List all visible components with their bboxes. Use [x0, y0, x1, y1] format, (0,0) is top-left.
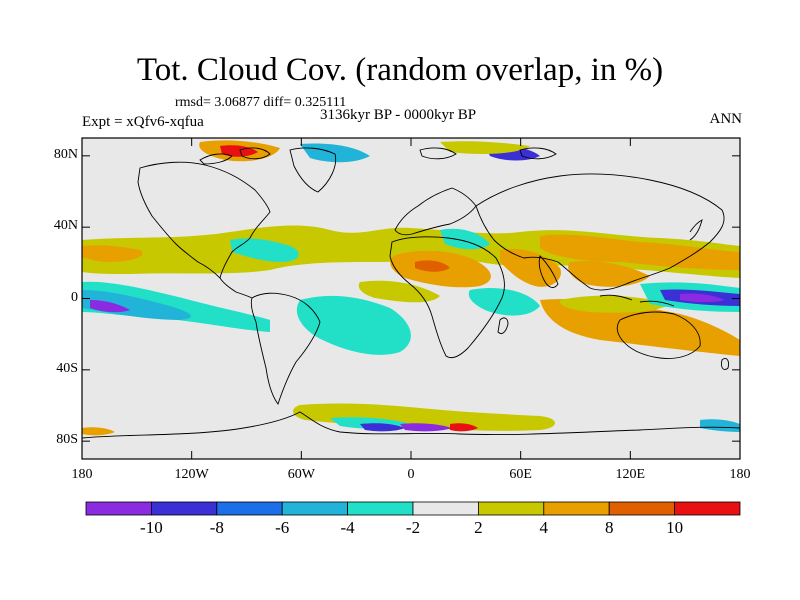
- experiment-label: Expt = xQfv6-xqfua: [82, 114, 204, 130]
- coastline-indonesia: [599, 294, 675, 307]
- colorbar-swatch: [216, 501, 283, 516]
- lon-label: 120E: [615, 467, 646, 482]
- lon-label: 180: [71, 467, 93, 482]
- colorbar-label: -6: [275, 518, 290, 537]
- lon-label: 120W: [174, 467, 209, 482]
- lat-label: 40S: [56, 360, 78, 376]
- lat-label: 80N: [53, 146, 78, 162]
- colorbar-label: 2: [474, 518, 483, 537]
- map-title: Tot. Cloud Cov. (random overlap, in %): [136, 52, 664, 88]
- coastline-africa: [389, 236, 505, 359]
- anomaly-yellow-south-atlantic: [358, 280, 440, 303]
- axis-ticks: [81, 138, 741, 459]
- anomaly-orange-asia: [540, 234, 740, 270]
- anomaly-cyan-indian-ocean: [468, 287, 540, 316]
- colorbar-swatch: [477, 501, 545, 516]
- anomaly-orange-south-indian: [540, 298, 740, 356]
- anomaly-orange-southern-ocean-w: [82, 427, 115, 436]
- anomaly-orange-se-asia: [568, 260, 650, 287]
- anomaly-blue-southern-ocean: [360, 423, 405, 432]
- lat-label: 40N: [53, 218, 78, 234]
- lon-label: 60W: [287, 467, 315, 482]
- coastline-south-america: [250, 292, 321, 405]
- anomaly-purple-southern-ocean: [400, 423, 452, 432]
- colorbar: [85, 501, 741, 516]
- anomaly-purple-west-pacific: [680, 293, 725, 303]
- anomaly-orange-np: [82, 245, 143, 262]
- colorbar-swatch: [608, 501, 676, 516]
- period-label: 3136kyr BP - 0000kyr BP: [320, 107, 477, 123]
- lon-label: 60E: [509, 467, 532, 482]
- lon-label: 0: [407, 467, 415, 482]
- anomaly-lightblue-tropical-pacific: [82, 290, 191, 320]
- anomaly-red-southern-ocean: [450, 423, 478, 432]
- colorbar-swatch: [85, 501, 152, 516]
- anomaly-darkorange-sahara: [415, 260, 450, 272]
- coastline-arctic-islands: [199, 147, 557, 165]
- lon-label: 180: [729, 467, 751, 482]
- anomaly-cyan-n-africa: [440, 228, 490, 250]
- colorbar-label: 4: [539, 518, 549, 537]
- anomaly-yellow-australia: [559, 295, 670, 313]
- coastline-asia: [475, 173, 725, 291]
- coastline-central-america: [219, 277, 253, 299]
- colorbar-label: 10: [666, 518, 684, 537]
- coastline-greenland: [289, 147, 337, 193]
- colorbar-swatch: [543, 501, 610, 516]
- coastline-japan: [689, 219, 703, 241]
- anomaly-yellow-arctic-europe: [440, 141, 530, 154]
- colorbar-swatch: [412, 501, 479, 516]
- coastline-new-zealand: [721, 357, 729, 371]
- colorbar-label: 8: [604, 518, 614, 537]
- coastline-antarctica: [82, 411, 740, 439]
- colorbar-label: -2: [405, 518, 421, 537]
- colorbar-label: -10: [140, 518, 163, 537]
- lat-label: 80S: [56, 432, 78, 448]
- anomaly-blue-southern-ocean-e: [700, 419, 740, 432]
- anomaly-cyan-tropical-pacific: [82, 281, 270, 332]
- colorbar-swatch: [347, 501, 414, 516]
- coastline-madagascar: [497, 317, 509, 335]
- anomaly-blue-greenland: [300, 143, 370, 163]
- anomaly-purple-tropical-pacific: [90, 300, 130, 313]
- colorbar-swatch: [281, 501, 349, 516]
- coastline-australia: [616, 311, 701, 359]
- map-field: [82, 138, 740, 459]
- anomaly-cyan-south-atlantic: [296, 295, 411, 355]
- colorbar-swatch: [150, 501, 218, 516]
- coastline-north-america: [137, 161, 271, 279]
- colorbar-label: -8: [209, 518, 224, 537]
- colorbar-swatch: [674, 501, 741, 516]
- coastlines: [82, 147, 740, 439]
- colorbar-label: -4: [340, 518, 355, 537]
- coastline-india: [538, 255, 559, 288]
- stats-text: rmsd= 3.06877 diff= 0.325111: [175, 95, 347, 110]
- lat-label: 0: [71, 289, 78, 305]
- season-label: ANN: [709, 111, 743, 127]
- anomaly-cyan-north-atlantic: [230, 238, 299, 262]
